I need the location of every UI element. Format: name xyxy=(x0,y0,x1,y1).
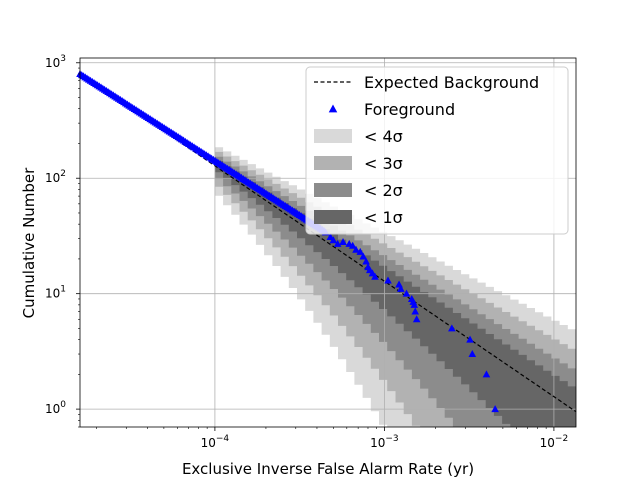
plot-frame xyxy=(79,57,577,428)
foreground-point xyxy=(329,236,338,244)
x-axis-label: Exclusive Inverse False Alarm Rate (yr) xyxy=(182,460,474,478)
foreground-point xyxy=(412,315,421,323)
foreground-point xyxy=(362,257,370,265)
legend-label: Foreground xyxy=(364,100,455,119)
foreground-point xyxy=(359,252,368,260)
legend-label: < 4σ xyxy=(364,127,403,146)
x-tick-label: 10−4 xyxy=(201,434,230,450)
legend-label: Expected Background xyxy=(364,73,539,92)
foreground-point xyxy=(356,247,365,255)
legend-label: < 2σ xyxy=(364,181,403,200)
foreground-point xyxy=(326,232,335,240)
legend: Expected Background Foreground < 4σ < 3σ < 2… xyxy=(305,66,569,235)
legend-swatch xyxy=(314,183,352,197)
x-tick-label: 10−3 xyxy=(370,434,399,450)
foreground-point xyxy=(371,272,379,280)
y-tick-label: 102 xyxy=(45,169,66,185)
foreground-point xyxy=(397,284,405,292)
foreground-point xyxy=(491,405,499,413)
foreground-point xyxy=(410,300,419,308)
legend-label: < 3σ xyxy=(364,154,403,173)
y-axis-label: Cumulative Number xyxy=(20,167,38,318)
y-tick-label: 101 xyxy=(45,285,66,301)
foreground-point xyxy=(384,276,392,284)
legend-box xyxy=(305,66,569,235)
legend-swatch xyxy=(314,156,352,170)
legend-swatch xyxy=(314,129,352,143)
foreground-point xyxy=(339,238,347,246)
foreground-point xyxy=(468,350,477,358)
axis-ticks: 10−4 10−3 10−2 100 101 102 103 xyxy=(45,54,568,450)
foreground-point xyxy=(411,307,420,315)
foreground-point xyxy=(348,241,357,249)
foreground-point xyxy=(448,324,456,332)
foreground-point xyxy=(402,289,411,297)
foreground-point xyxy=(482,370,491,378)
foreground-point xyxy=(333,239,342,247)
y-tick-label: 100 xyxy=(45,400,66,416)
y-tick-label: 103 xyxy=(45,54,66,70)
legend-label: < 1σ xyxy=(364,208,403,227)
x-tick-label: 10−2 xyxy=(540,434,569,450)
foreground-point xyxy=(466,335,474,343)
legend-swatch xyxy=(314,210,352,224)
foreground-point xyxy=(352,245,360,253)
legend-triangle-marker-icon xyxy=(328,104,338,113)
